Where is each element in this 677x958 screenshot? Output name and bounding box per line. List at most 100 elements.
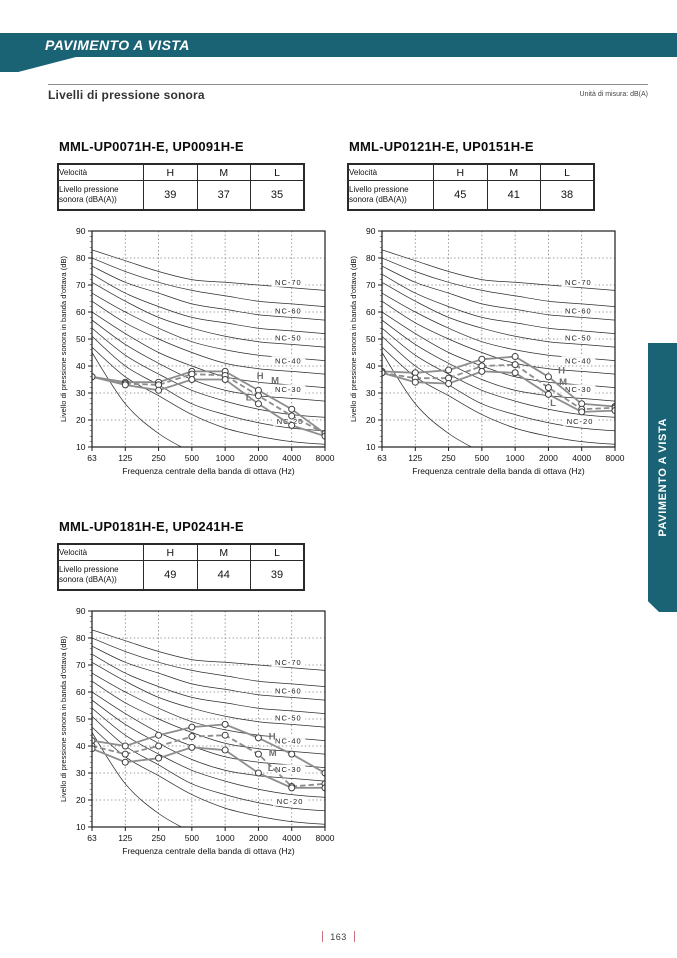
svg-text:30: 30 xyxy=(76,768,86,778)
category-banner: PAVIMENTO A VISTA xyxy=(0,33,677,57)
svg-text:NC-60: NC-60 xyxy=(275,306,302,315)
series-H xyxy=(382,353,615,410)
svg-text:NC-60: NC-60 xyxy=(565,306,592,315)
svg-text:60: 60 xyxy=(76,307,86,317)
series-L xyxy=(92,373,325,440)
svg-text:4000: 4000 xyxy=(282,453,301,463)
svg-text:NC-40: NC-40 xyxy=(275,736,302,745)
spec-table: Velocità H M L Livello pressione sonora … xyxy=(57,543,305,591)
banner-fold-decoration xyxy=(0,57,76,72)
units-note: Unità di misura: dB(A) xyxy=(579,91,648,98)
svg-text:NC-60: NC-60 xyxy=(275,686,302,695)
svg-text:NC-20: NC-20 xyxy=(277,797,304,806)
svg-text:63: 63 xyxy=(87,453,97,463)
table-header-speed-l: L xyxy=(250,543,305,561)
svg-text:40: 40 xyxy=(76,741,86,751)
svg-text:50: 50 xyxy=(366,334,376,344)
svg-text:4000: 4000 xyxy=(572,453,591,463)
section-divider xyxy=(48,84,648,85)
series-label-H: H xyxy=(269,732,276,743)
octave-band-chart-2: NC-70 NC-60 NC-50 NC-40 NC-30 NC-20 HML 90 80 70 6… xyxy=(349,226,625,476)
footer-separator xyxy=(322,931,324,943)
svg-text:90: 90 xyxy=(76,226,86,236)
axis-ticks xyxy=(88,230,326,451)
svg-text:250: 250 xyxy=(151,833,165,843)
svg-text:90: 90 xyxy=(76,606,86,616)
series-label-H: H xyxy=(558,365,565,376)
table-value-l: 39 xyxy=(250,560,305,591)
table-header-speed-h: H xyxy=(433,163,488,181)
svg-text:90: 90 xyxy=(366,226,376,236)
svg-text:1000: 1000 xyxy=(216,833,235,843)
svg-text:40: 40 xyxy=(366,361,376,371)
table-value-l: 38 xyxy=(540,180,595,211)
svg-text:2000: 2000 xyxy=(539,453,558,463)
table-row-label: Livello pressione sonora (dBA(A)) xyxy=(347,180,434,211)
svg-text:10: 10 xyxy=(76,822,86,832)
svg-text:NC-30: NC-30 xyxy=(275,765,302,774)
table-row-label: Livello pressione sonora (dBA(A)) xyxy=(57,180,144,211)
table-header-speed-m: M xyxy=(486,163,541,181)
table-value-m: 37 xyxy=(196,180,251,211)
page-footer: 163 xyxy=(0,928,677,946)
svg-text:500: 500 xyxy=(185,833,199,843)
table-header-velocity: Velocità xyxy=(57,163,144,181)
series-label-L: L xyxy=(268,763,274,774)
svg-text:30: 30 xyxy=(366,388,376,398)
table-row-label: Livello pressione sonora (dBA(A)) xyxy=(57,560,144,591)
svg-text:63: 63 xyxy=(87,833,97,843)
octave-band-chart-3: NC-70 NC-60 NC-50 NC-40 NC-30 NC-20 HML 90 80 70 6… xyxy=(59,606,335,856)
side-tab-pavimento-a-vista: PAVIMENTO A VISTA xyxy=(648,343,677,612)
svg-text:NC-50: NC-50 xyxy=(565,333,592,342)
table-value-m: 44 xyxy=(196,560,251,591)
svg-text:125: 125 xyxy=(118,833,132,843)
svg-text:NC-40: NC-40 xyxy=(275,356,302,365)
svg-text:2000: 2000 xyxy=(249,833,268,843)
threshold-curve xyxy=(382,352,473,447)
series-label-M: M xyxy=(559,377,567,388)
svg-text:60: 60 xyxy=(366,307,376,317)
nc-curve-labels: NC-70 NC-60 NC-50 NC-40 NC-30 NC-20 xyxy=(561,277,598,426)
svg-text:NC-20: NC-20 xyxy=(277,417,304,426)
product-section: MML-UP0071H-E, UP0091H-E Velocità H M L … xyxy=(57,139,343,479)
svg-text:NC-70: NC-70 xyxy=(275,658,302,667)
spec-table: Velocità H M L Livello pressione sonora … xyxy=(347,163,595,211)
product-section: MML-UP0181H-E, UP0241H-E Velocità H M L … xyxy=(57,519,343,859)
svg-text:50: 50 xyxy=(76,714,86,724)
svg-text:70: 70 xyxy=(76,280,86,290)
x-axis-title: Frequenza centrale della banda di ottava… xyxy=(122,466,295,476)
threshold-curve xyxy=(92,732,183,827)
series-L xyxy=(92,743,325,792)
footer-separator xyxy=(353,931,355,943)
svg-text:8000: 8000 xyxy=(316,833,335,843)
table-value-h: 49 xyxy=(143,560,198,591)
table-header-velocity: Velocità xyxy=(57,543,144,561)
svg-text:2000: 2000 xyxy=(249,453,268,463)
category-banner-title: PAVIMENTO A VISTA xyxy=(45,37,190,53)
svg-text:250: 250 xyxy=(441,453,455,463)
page-title: Livelli di pressione sonora xyxy=(48,88,205,102)
nc-curve-labels: NC-70 NC-60 NC-50 NC-40 NC-30 NC-20 xyxy=(271,657,308,806)
table-header-speed-h: H xyxy=(143,543,198,561)
axis-ticks xyxy=(378,230,616,451)
svg-text:250: 250 xyxy=(151,453,165,463)
svg-text:70: 70 xyxy=(366,280,376,290)
side-tab-label: PAVIMENTO A VISTA xyxy=(656,418,669,537)
table-value-m: 41 xyxy=(486,180,541,211)
table-header-speed-m: M xyxy=(196,543,251,561)
series-H xyxy=(92,720,325,777)
threshold-curve xyxy=(92,352,183,447)
svg-text:80: 80 xyxy=(76,253,86,263)
model-title: MML-UP0181H-E, UP0241H-E xyxy=(59,519,244,534)
nc-curve-labels: NC-70 NC-60 NC-50 NC-40 NC-30 NC-20 xyxy=(271,277,308,426)
svg-text:1000: 1000 xyxy=(506,453,525,463)
product-section: MML-UP0121H-E, UP0151H-E Velocità H M L … xyxy=(347,139,633,479)
svg-text:80: 80 xyxy=(366,253,376,263)
svg-text:NC-30: NC-30 xyxy=(275,385,302,394)
svg-text:63: 63 xyxy=(377,453,387,463)
svg-text:NC-20: NC-20 xyxy=(567,417,594,426)
svg-text:125: 125 xyxy=(408,453,422,463)
